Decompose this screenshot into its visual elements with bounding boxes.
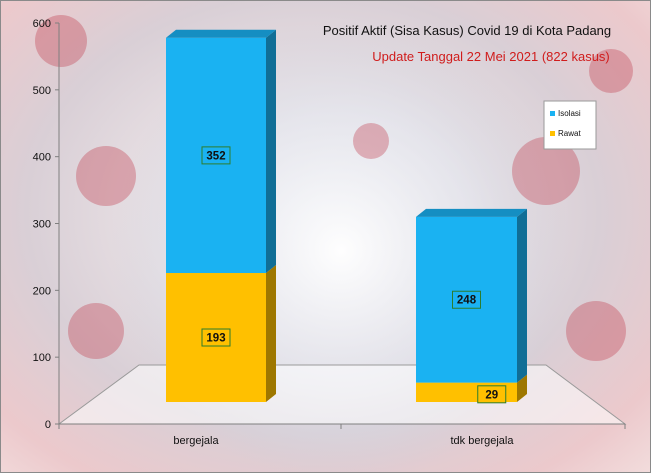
data-label-rawat-1: 193 xyxy=(201,328,231,347)
x-category-label: tdk bergejala xyxy=(451,435,515,447)
x-category-label: bergejala xyxy=(173,435,219,447)
chart-floor xyxy=(57,364,627,425)
legend-swatch xyxy=(550,111,555,116)
svg-text:193: 193 xyxy=(206,333,225,345)
chart-title: Positif Aktif (Sisa Kasus) Covid 19 di K… xyxy=(323,23,611,38)
legend-swatch xyxy=(550,131,555,136)
legend: Isolasi Rawat xyxy=(543,100,597,150)
legend-box xyxy=(543,100,597,150)
y-tick-label: 100 xyxy=(33,352,51,364)
legend-label: Rawat xyxy=(558,129,581,138)
y-tick-label: 200 xyxy=(33,285,51,297)
data-label-rawat-2: 29 xyxy=(477,385,507,404)
data-label-isolasi-2: 248 xyxy=(452,290,481,309)
y-tick-label: 600 xyxy=(33,18,51,30)
data-label-isolasi-1: 352 xyxy=(201,146,231,165)
svg-text:248: 248 xyxy=(457,295,477,307)
svg-text:352: 352 xyxy=(206,150,225,162)
y-tick-label: 0 xyxy=(45,419,51,431)
y-tick-label: 300 xyxy=(33,219,51,231)
y-tick-label: 400 xyxy=(33,152,51,164)
legend-label: Isolasi xyxy=(558,109,581,118)
chart-subtitle: Update Tanggal 22 Mei 2021 (822 kasus) xyxy=(372,49,610,64)
svg-text:29: 29 xyxy=(485,389,498,401)
y-tick-label: 500 xyxy=(33,85,51,97)
